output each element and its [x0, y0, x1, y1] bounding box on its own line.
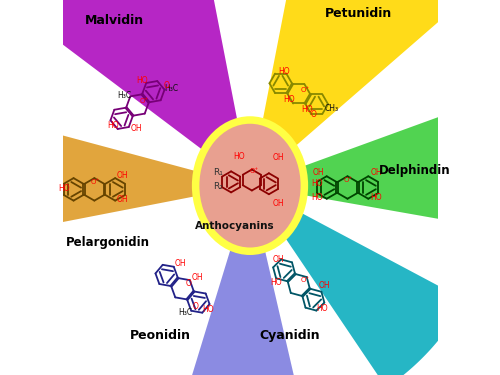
Text: OH: OH [319, 281, 330, 290]
Text: HO: HO [58, 184, 70, 193]
Text: Malvidin: Malvidin [85, 14, 144, 27]
Text: OH: OH [117, 195, 128, 204]
Text: HO: HO [301, 105, 312, 114]
Text: H₃C: H₃C [178, 308, 192, 317]
Text: O: O [310, 110, 316, 119]
Text: O: O [186, 279, 192, 288]
Text: HO: HO [270, 278, 282, 287]
Text: O⁺: O⁺ [300, 277, 310, 283]
Text: Cyanidin: Cyanidin [260, 329, 320, 342]
Text: HO: HO [278, 66, 289, 75]
Polygon shape [250, 186, 465, 375]
Text: HO: HO [370, 193, 382, 202]
Text: HO: HO [233, 152, 244, 160]
Text: OH: OH [117, 171, 128, 180]
Text: OH: OH [272, 153, 284, 162]
Text: O: O [164, 81, 170, 90]
Text: OH: OH [174, 259, 186, 268]
Text: OH: OH [312, 168, 324, 177]
Text: OH: OH [191, 273, 203, 282]
Ellipse shape [192, 116, 308, 255]
Text: O⁺: O⁺ [300, 87, 310, 93]
Text: O⁺: O⁺ [90, 179, 100, 185]
Text: Peonidin: Peonidin [130, 329, 191, 342]
Text: Pelargonidin: Pelargonidin [66, 236, 150, 249]
Text: OH: OH [370, 168, 382, 177]
Text: O⁺: O⁺ [140, 98, 148, 104]
Text: HO: HO [202, 305, 214, 314]
Text: OH: OH [272, 255, 284, 264]
Text: O⁺: O⁺ [249, 168, 258, 174]
Text: H₃C: H₃C [164, 84, 178, 93]
Text: H₃C: H₃C [118, 91, 132, 100]
Text: OH: OH [131, 124, 142, 133]
Text: HO: HO [311, 178, 322, 188]
Text: O: O [192, 302, 198, 311]
Ellipse shape [200, 124, 300, 248]
Text: OH: OH [272, 199, 284, 208]
Text: HO: HO [283, 95, 295, 104]
Text: HO: HO [107, 121, 118, 130]
Text: HO: HO [311, 193, 322, 202]
Polygon shape [178, 186, 305, 375]
Text: O⁺: O⁺ [344, 177, 353, 183]
Polygon shape [34, 0, 250, 186]
Text: Delphindin: Delphindin [380, 164, 451, 177]
Polygon shape [250, 102, 494, 228]
Text: Anthocyanins: Anthocyanins [195, 221, 275, 231]
Text: R₂: R₂ [213, 182, 223, 191]
Text: HO: HO [136, 76, 148, 85]
Text: R₁: R₁ [213, 168, 223, 177]
Text: CH₃: CH₃ [324, 104, 339, 113]
Text: Petunidin: Petunidin [325, 7, 392, 20]
Polygon shape [6, 123, 250, 232]
Text: HO: HO [316, 304, 328, 313]
Polygon shape [250, 0, 454, 186]
